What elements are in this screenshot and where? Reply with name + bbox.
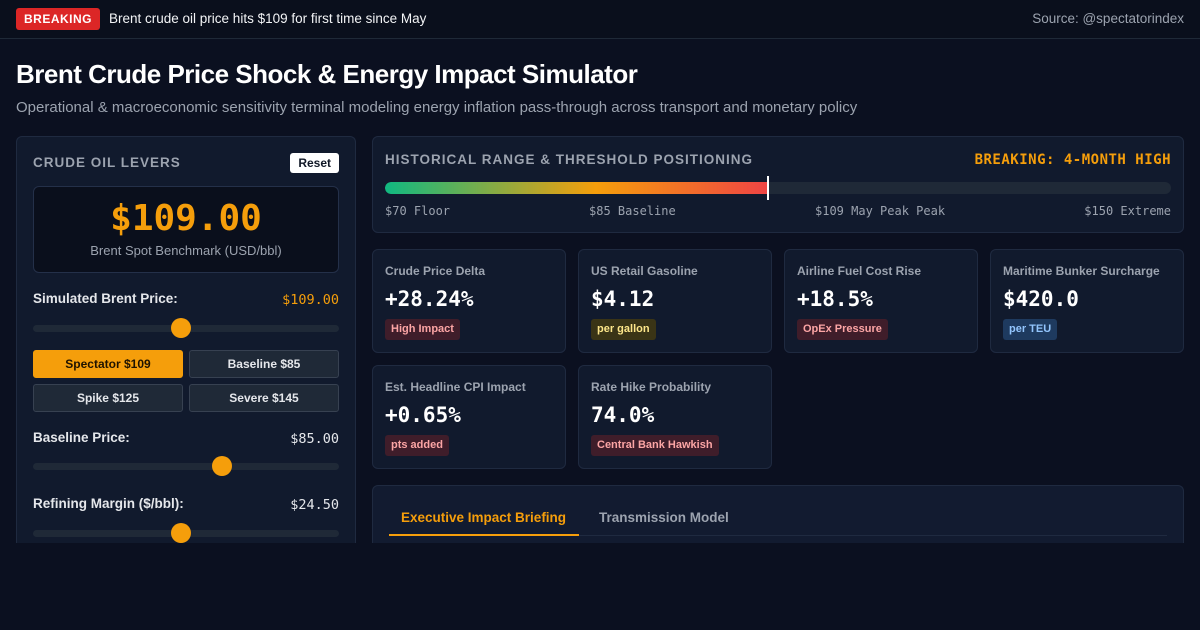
baseline-price-slider[interactable]: [33, 456, 339, 476]
crude-oil-levers-panel: CRUDE OIL LEVERS Reset $109.00 Brent Spo…: [16, 136, 356, 556]
baseline-price-label: Baseline Price:: [33, 430, 130, 445]
preset-severe-button[interactable]: Severe $145: [189, 384, 339, 412]
simulated-price-slider-thumb[interactable]: [171, 318, 192, 338]
range-alert: BREAKING: 4-MONTH HIGH: [974, 152, 1171, 168]
metric-value: +0.65%: [385, 403, 461, 427]
simulated-price-slider[interactable]: [33, 318, 339, 338]
range-tick-extreme: $150 Extreme: [1084, 204, 1171, 218]
page-subtitle: Operational & macroeconomic sensitivity …: [16, 99, 858, 116]
tab-executive-impact-briefing[interactable]: Executive Impact Briefing: [401, 510, 567, 525]
range-fill: [385, 182, 768, 194]
metric-label: Crude Price Delta: [385, 264, 486, 278]
levers-title: CRUDE OIL LEVERS: [33, 155, 181, 170]
metric-value: +18.5%: [797, 287, 873, 311]
metric-card-crude-delta: Crude Price Delta +28.24% High Impact: [372, 249, 566, 353]
baseline-price-slider-thumb[interactable]: [211, 456, 232, 476]
metric-tag: pts added: [385, 435, 449, 456]
refining-margin-slider[interactable]: [33, 523, 339, 543]
metric-card-rate-hike: Rate Hike Probability 74.0% Central Bank…: [578, 365, 772, 469]
preset-spike-button[interactable]: Spike $125: [33, 384, 183, 412]
breaking-news-bar: BREAKING Brent crude oil price hits $109…: [0, 0, 1200, 39]
brent-price-caption: Brent Spot Benchmark (USD/bbl): [90, 243, 282, 258]
metric-value: $4.12: [591, 287, 655, 311]
simulated-price-label: Simulated Brent Price:: [33, 291, 178, 306]
metric-card-airline-fuel: Airline Fuel Cost Rise +18.5% OpEx Press…: [784, 249, 978, 353]
metric-label: US Retail Gasoline: [591, 264, 698, 278]
baseline-price-value: $85.00: [290, 431, 339, 447]
preset-baseline-button[interactable]: Baseline $85: [189, 350, 339, 378]
metric-tag: per TEU: [1003, 319, 1058, 340]
preset-spectator-button[interactable]: Spectator $109: [33, 350, 183, 378]
refining-margin-slider-thumb[interactable]: [170, 523, 191, 543]
refining-margin-value: $24.50: [290, 497, 339, 513]
metric-label: Airline Fuel Cost Rise: [797, 264, 922, 278]
range-title: HISTORICAL RANGE & THRESHOLD POSITIONING: [385, 152, 754, 167]
metric-card-cpi-impact: Est. Headline CPI Impact +0.65% pts adde…: [372, 365, 566, 469]
metric-label: Maritime Bunker Surcharge: [1003, 264, 1160, 278]
metric-label: Est. Headline CPI Impact: [385, 380, 526, 394]
price-display-box: $109.00 Brent Spot Benchmark (USD/bbl): [33, 186, 339, 273]
reset-button[interactable]: Reset: [290, 153, 339, 173]
tab-transmission-model[interactable]: Transmission Model: [599, 510, 729, 525]
metric-tag: OpEx Pressure: [797, 319, 888, 340]
metric-card-gasoline: US Retail Gasoline $4.12 per gallon: [578, 249, 772, 353]
metric-tag: High Impact: [385, 319, 460, 340]
simulated-price-value: $109.00: [282, 292, 339, 308]
range-tick-may-peak: $109 May Peak Peak: [815, 204, 946, 218]
metric-value: $420.0: [1003, 287, 1079, 311]
page-bottom-area: [0, 543, 1200, 630]
breaking-headline: Brent crude oil price hits $109 for firs…: [109, 11, 427, 26]
refining-margin-label: Refining Margin ($/bbl):: [33, 496, 184, 511]
metric-label: Rate Hike Probability: [591, 380, 712, 394]
metric-value: +28.24%: [385, 287, 474, 311]
range-tick-baseline: $85 Baseline: [589, 204, 676, 218]
active-tab-underline: [389, 534, 579, 536]
historical-range-panel: HISTORICAL RANGE & THRESHOLD POSITIONING…: [372, 136, 1184, 233]
metric-card-bunker-surcharge: Maritime Bunker Surcharge $420.0 per TEU: [990, 249, 1184, 353]
metric-tag: per gallon: [591, 319, 656, 340]
page-title: Brent Crude Price Shock & Energy Impact …: [16, 59, 638, 89]
briefing-tabs: Executive Impact Briefing Transmission M…: [389, 502, 1167, 536]
metric-value: 74.0%: [591, 403, 655, 427]
range-track: [385, 182, 1171, 194]
current-price-marker: [766, 176, 769, 200]
source-credit: Source: @spectatorindex: [1032, 11, 1184, 26]
brent-price-display: $109.00: [110, 198, 262, 239]
metric-tag: Central Bank Hawkish: [591, 435, 719, 456]
range-tick-floor: $70 Floor: [385, 204, 451, 218]
breaking-badge: BREAKING: [16, 8, 101, 30]
